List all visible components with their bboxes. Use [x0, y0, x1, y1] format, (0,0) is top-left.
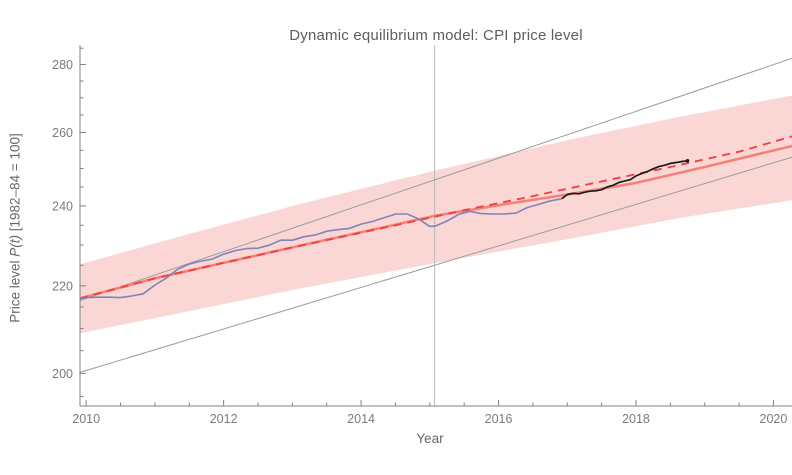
y-axis-label-prefix: Price level [7, 256, 23, 323]
cpi-data-pre-forecast-line [80, 197, 562, 300]
x-tick-label: 2014 [347, 412, 375, 426]
y-tick-label: 220 [52, 279, 73, 293]
y-tick-label: 280 [52, 58, 73, 72]
x-tick-label: 2016 [485, 412, 513, 426]
x-tick-label: 2018 [622, 412, 650, 426]
x-tick-label: 2020 [760, 412, 788, 426]
y-axis-label: Price level P(t) [1982–84 = 100] [8, 133, 23, 323]
cpi-data-post-forecast-line [561, 159, 688, 200]
y-axis-label-math: P(t) [7, 234, 23, 257]
y-tick-label: 200 [52, 367, 73, 381]
y-tick-label: 260 [52, 126, 73, 140]
x-axis-label: Year [416, 431, 444, 446]
chart-title: Dynamic equilibrium model: CPI price lev… [289, 27, 583, 44]
y-axis-label-suffix: [1982–84 = 100] [7, 133, 23, 235]
equilibrium-asymptote-upper-line [79, 57, 792, 301]
cpi-data-post-forecast-end-dot [685, 159, 690, 163]
y-tick-label: 240 [52, 199, 73, 213]
x-tick-label: 2010 [72, 412, 100, 426]
model-fit-solid-line [79, 144, 792, 300]
x-tick-label: 2012 [210, 412, 238, 426]
equilibrium-asymptote-lower-line [79, 156, 792, 373]
